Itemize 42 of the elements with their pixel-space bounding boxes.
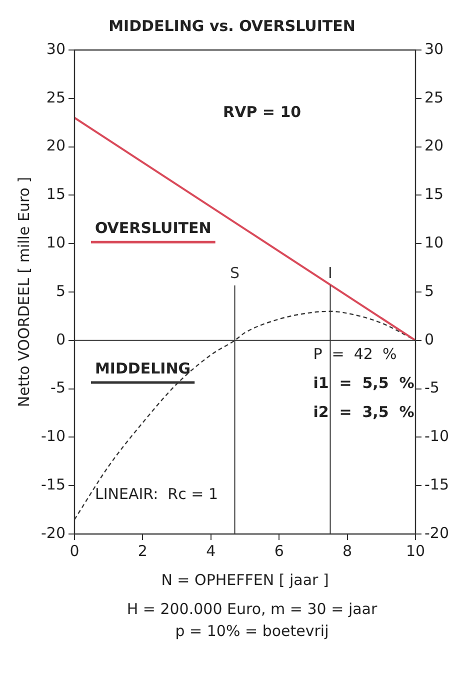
y2-tick-label: -10 [424,427,449,446]
y2-tick-label: 15 [424,185,444,204]
y2-tick-label: 30 [424,40,444,58]
y-tick-label: 15 [46,185,66,204]
annotation: P = 42 % [313,344,397,363]
y2-tick-label: -15 [424,475,449,494]
y-tick-label: -20 [41,524,66,542]
x-tick-label: 2 [138,542,148,560]
y-tick-label: -10 [41,427,66,446]
y2-tick-label: 25 [424,88,444,106]
x-tick-label: 6 [274,542,284,560]
x-tick-label: 4 [206,542,216,560]
ref-line-label: I [328,264,332,282]
y-tick-label: 5 [56,282,66,300]
y2-tick-label: 20 [424,136,444,155]
x-tick-label: 8 [342,542,352,560]
series-label: OVERSLUITEN [94,218,212,237]
y2-tick-label: 5 [424,282,434,300]
y-tick-label: 0 [56,330,66,348]
x-tick-label: 10 [406,542,426,560]
y-tick-label: -5 [50,378,66,397]
series-label: MIDDELING [94,359,191,378]
y-tick-label: 20 [46,136,66,155]
text: p = 10% = boetevrij [174,621,330,642]
annotation: i1 = 5,5 % [313,374,414,392]
y-axis-title: Netto VOORDEEL [ mille Euro ] [14,176,33,408]
x-axis-title: N = OPHEFFEN [ jaar ] [161,570,329,589]
y2-tick-label: -5 [424,378,440,397]
y-tick-label: 10 [46,233,66,252]
x-tick-label: 0 [70,542,80,560]
y2-tick-label: 0 [424,330,434,348]
ref-line-label: S [230,264,240,282]
y2-tick-label: -20 [424,524,449,542]
y2-tick-label: 10 [424,233,444,252]
y-tick-label: 25 [46,88,66,106]
y-tick-label: -15 [41,475,66,494]
chart-title: MIDDELING vs. OVERSLUITEN [108,16,356,35]
annotation: RVP = 10 [223,102,302,121]
annotation: LINEAIR: Rc = 1 [94,485,218,504]
annotation: i2 = 3,5 % [313,402,414,421]
y-tick-label: 30 [46,40,66,58]
text: H = 200.000 Euro, m = 30 = jaar [126,599,378,620]
